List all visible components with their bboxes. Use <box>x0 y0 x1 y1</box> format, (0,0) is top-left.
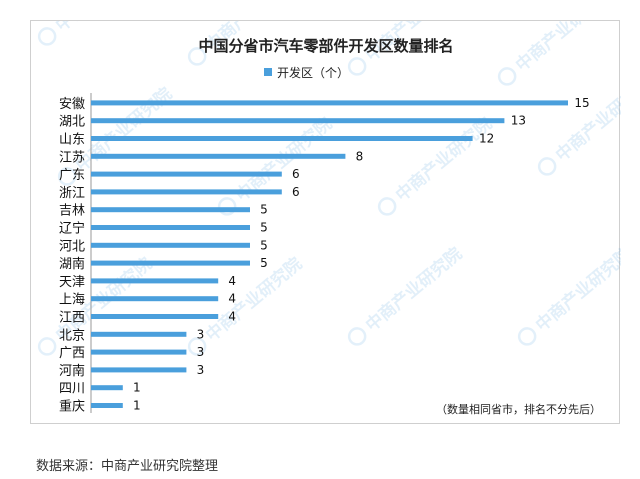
legend-swatch <box>264 68 272 76</box>
value-label: 6 <box>292 167 300 181</box>
watermark-logo-icon <box>187 337 207 356</box>
category-label: 湖南 <box>59 256 85 272</box>
value-label: 5 <box>260 238 268 252</box>
category-label: 江苏 <box>59 149 85 165</box>
value-label: 4 <box>228 292 236 306</box>
bar <box>91 403 123 408</box>
svg-text:中商产业研究院: 中商产业研究院 <box>551 73 621 166</box>
bar <box>91 367 187 373</box>
watermark-logo-icon <box>37 27 57 46</box>
watermark: 中商产业研究院 <box>37 253 156 356</box>
bar <box>91 260 250 266</box>
watermark: 中商产业研究院 <box>497 21 616 86</box>
category-label: 江西 <box>59 311 85 326</box>
watermark-logo-icon <box>37 337 57 356</box>
value-label: 13 <box>511 114 526 128</box>
category-label: 河北 <box>59 239 85 254</box>
watermark-logo-icon <box>497 67 517 86</box>
bar <box>91 100 568 106</box>
svg-text:中商产业研究院: 中商产业研究院 <box>361 243 466 336</box>
category-label: 重庆 <box>59 399 85 415</box>
bar <box>91 189 282 195</box>
category-label: 辽宁 <box>59 221 85 237</box>
watermark: 中商产业研究院 <box>537 73 621 176</box>
watermark-logo-icon <box>217 197 237 216</box>
svg-text:中商产业研究院: 中商产业研究院 <box>511 21 616 76</box>
category-label: 浙江 <box>59 186 85 201</box>
value-label: 5 <box>260 221 268 235</box>
legend-label: 开发区（个） <box>277 65 349 80</box>
bar <box>91 385 123 391</box>
watermark-logo-icon <box>537 157 557 176</box>
value-label: 12 <box>479 132 494 146</box>
watermark: 中商产业研究院 <box>377 113 496 216</box>
watermark: 中商产业研究院 <box>217 113 336 216</box>
bar <box>91 278 219 284</box>
watermark: 中商产业研究院 <box>187 253 306 356</box>
chart-note: （数量相同省市，排名不分先后） <box>436 402 601 416</box>
watermark-logo-icon <box>347 57 367 76</box>
bar <box>91 171 282 177</box>
watermark-logo-icon <box>517 327 537 346</box>
watermark: 中商产业研究院 <box>517 243 621 346</box>
watermark-logo-icon <box>377 197 397 216</box>
value-label: 5 <box>260 203 268 217</box>
chart-container: 中商产业研究院 中商产业研究院 中商产业研究院 中商产业研究院 中商产业研究院 中商产业研… <box>30 20 621 424</box>
watermark: 中商产业研究院 <box>37 21 156 46</box>
watermark-logo-icon <box>57 167 77 186</box>
category-label: 天津 <box>59 275 85 290</box>
bar <box>91 136 473 141</box>
bar <box>91 331 187 337</box>
value-label: 1 <box>133 399 141 413</box>
value-label: 5 <box>260 256 268 270</box>
watermark-logo-icon <box>187 47 207 66</box>
value-label: 3 <box>197 363 205 377</box>
value-label: 6 <box>292 185 300 199</box>
svg-text:中商产业研究院: 中商产业研究院 <box>71 83 176 176</box>
category-label: 广东 <box>59 168 85 183</box>
category-label: 湖北 <box>59 115 85 130</box>
category-label: 上海 <box>59 293 85 308</box>
chart-title: 中国分省市汽车零部件开发区数量排名 <box>198 37 453 55</box>
category-label: 广西 <box>59 346 85 361</box>
value-label: 3 <box>197 327 205 341</box>
bar <box>91 207 250 213</box>
category-label: 吉林 <box>59 204 85 219</box>
watermark-logo-icon <box>347 327 367 346</box>
bar <box>91 314 219 319</box>
bar <box>91 296 219 302</box>
bar <box>91 242 250 248</box>
watermark: 中商产业研究院 <box>347 243 466 346</box>
svg-text:中商产业研究院: 中商产业研究院 <box>391 113 496 206</box>
value-label: 4 <box>228 310 236 324</box>
bar <box>91 118 505 124</box>
category-label: 北京 <box>59 328 85 343</box>
category-label: 山东 <box>59 133 85 148</box>
svg-text:中商产业研究院: 中商产业研究院 <box>51 21 156 36</box>
bar <box>91 225 250 230</box>
value-label: 8 <box>356 149 364 163</box>
value-label: 3 <box>197 345 205 359</box>
category-label: 四川 <box>59 382 85 397</box>
bar <box>91 349 187 355</box>
value-label: 4 <box>228 274 236 288</box>
svg-text:中商产业研究院: 中商产业研究院 <box>531 243 621 336</box>
category-label: 安徽 <box>59 97 85 112</box>
value-label: 1 <box>133 381 141 395</box>
data-source: 数据来源：中商产业研究院整理 <box>36 459 219 474</box>
category-label: 河南 <box>59 363 85 379</box>
value-label: 15 <box>574 96 589 110</box>
bar <box>91 153 346 159</box>
